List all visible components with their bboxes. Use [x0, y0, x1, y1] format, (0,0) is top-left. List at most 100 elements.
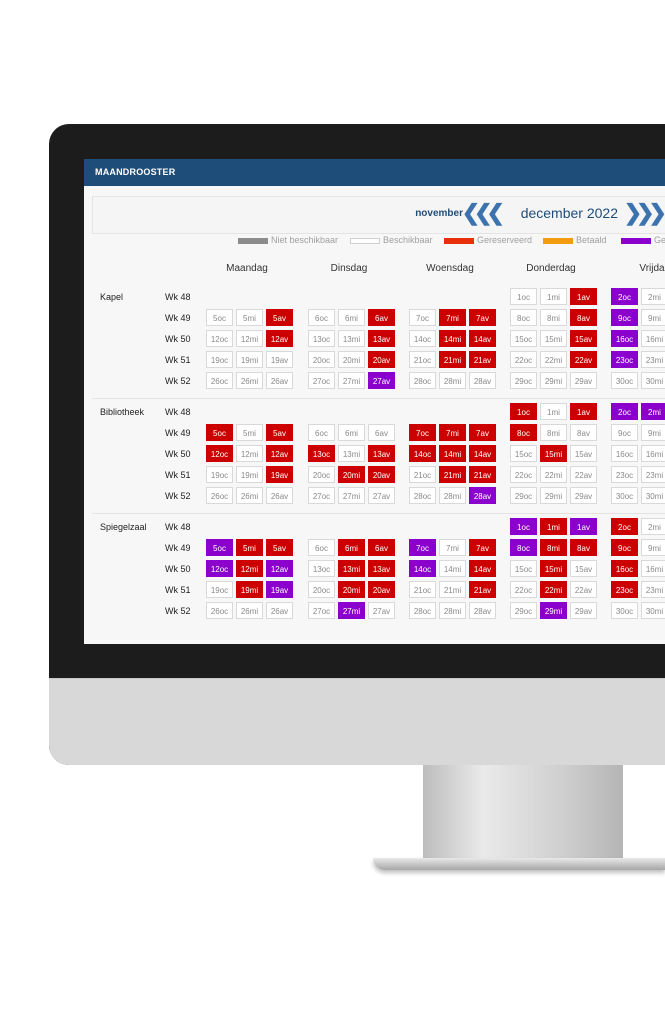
- slot-cell[interactable]: 19oc: [206, 581, 233, 598]
- slot-cell[interactable]: 15oc: [510, 445, 537, 462]
- slot-cell[interactable]: 30mi: [641, 372, 665, 389]
- slot-cell[interactable]: 2oc: [611, 518, 638, 535]
- slot-cell[interactable]: 7av: [469, 424, 496, 441]
- slot-cell[interactable]: 16mi: [641, 445, 665, 462]
- slot-cell[interactable]: 15mi: [540, 560, 567, 577]
- slot-cell[interactable]: 12av: [266, 445, 293, 462]
- slot-cell[interactable]: 15oc: [510, 560, 537, 577]
- slot-cell[interactable]: 20av: [368, 466, 395, 483]
- slot-cell[interactable]: 13oc: [308, 330, 335, 347]
- slot-cell[interactable]: 28oc: [409, 372, 436, 389]
- slot-cell[interactable]: 27mi: [338, 487, 365, 504]
- slot-cell[interactable]: 9oc: [611, 309, 638, 326]
- slot-cell[interactable]: 2mi: [641, 518, 665, 535]
- slot-cell[interactable]: 20oc: [308, 581, 335, 598]
- slot-cell[interactable]: 7oc: [409, 424, 436, 441]
- slot-cell[interactable]: 5mi: [236, 309, 263, 326]
- slot-cell[interactable]: 15av: [570, 445, 597, 462]
- slot-cell[interactable]: 1av: [570, 518, 597, 535]
- slot-cell[interactable]: 21mi: [439, 351, 466, 368]
- slot-cell[interactable]: 8mi: [540, 424, 567, 441]
- slot-cell[interactable]: 19av: [266, 466, 293, 483]
- slot-cell[interactable]: 22mi: [540, 466, 567, 483]
- slot-cell[interactable]: 29oc: [510, 487, 537, 504]
- slot-cell[interactable]: 6oc: [308, 424, 335, 441]
- slot-cell[interactable]: 14av: [469, 560, 496, 577]
- slot-cell[interactable]: 22av: [570, 581, 597, 598]
- slot-cell[interactable]: 26mi: [236, 602, 263, 619]
- slot-cell[interactable]: 29av: [570, 487, 597, 504]
- slot-cell[interactable]: 23mi: [641, 466, 665, 483]
- slot-cell[interactable]: 15oc: [510, 330, 537, 347]
- slot-cell[interactable]: 21mi: [439, 466, 466, 483]
- slot-cell[interactable]: 29av: [570, 372, 597, 389]
- slot-cell[interactable]: 26av: [266, 372, 293, 389]
- slot-cell[interactable]: 7mi: [439, 539, 466, 556]
- slot-cell[interactable]: 27mi: [338, 372, 365, 389]
- slot-cell[interactable]: 19oc: [206, 351, 233, 368]
- slot-cell[interactable]: 23mi: [641, 581, 665, 598]
- slot-cell[interactable]: 7av: [469, 309, 496, 326]
- slot-cell[interactable]: 13av: [368, 445, 395, 462]
- slot-cell[interactable]: 23oc: [611, 351, 638, 368]
- slot-cell[interactable]: 22oc: [510, 351, 537, 368]
- slot-cell[interactable]: 6mi: [338, 424, 365, 441]
- slot-cell[interactable]: 26oc: [206, 602, 233, 619]
- slot-cell[interactable]: 26av: [266, 487, 293, 504]
- slot-cell[interactable]: 13av: [368, 560, 395, 577]
- slot-cell[interactable]: 9mi: [641, 539, 665, 556]
- slot-cell[interactable]: 1av: [570, 288, 597, 305]
- slot-cell[interactable]: 12mi: [236, 330, 263, 347]
- slot-cell[interactable]: 5oc: [206, 309, 233, 326]
- slot-cell[interactable]: 7mi: [439, 309, 466, 326]
- slot-cell[interactable]: 9mi: [641, 309, 665, 326]
- slot-cell[interactable]: 27mi: [338, 602, 365, 619]
- slot-cell[interactable]: 26mi: [236, 487, 263, 504]
- slot-cell[interactable]: 16mi: [641, 560, 665, 577]
- slot-cell[interactable]: 12oc: [206, 560, 233, 577]
- slot-cell[interactable]: 14mi: [439, 445, 466, 462]
- prev-month-link[interactable]: november: [415, 208, 463, 219]
- slot-cell[interactable]: 1mi: [540, 403, 567, 420]
- slot-cell[interactable]: 21oc: [409, 351, 436, 368]
- slot-cell[interactable]: 8oc: [510, 424, 537, 441]
- slot-cell[interactable]: 9oc: [611, 424, 638, 441]
- slot-cell[interactable]: 21mi: [439, 581, 466, 598]
- slot-cell[interactable]: 6av: [368, 309, 395, 326]
- slot-cell[interactable]: 14av: [469, 445, 496, 462]
- slot-cell[interactable]: 7mi: [439, 424, 466, 441]
- slot-cell[interactable]: 5av: [266, 309, 293, 326]
- slot-cell[interactable]: 29mi: [540, 602, 567, 619]
- slot-cell[interactable]: 14mi: [439, 560, 466, 577]
- slot-cell[interactable]: 9oc: [611, 539, 638, 556]
- slot-cell[interactable]: 1oc: [510, 518, 537, 535]
- slot-cell[interactable]: 5mi: [236, 539, 263, 556]
- slot-cell[interactable]: 26av: [266, 602, 293, 619]
- slot-cell[interactable]: 8av: [570, 539, 597, 556]
- slot-cell[interactable]: 15av: [570, 560, 597, 577]
- slot-cell[interactable]: 19oc: [206, 466, 233, 483]
- slot-cell[interactable]: 6av: [368, 539, 395, 556]
- slot-cell[interactable]: 13oc: [308, 445, 335, 462]
- slot-cell[interactable]: 20oc: [308, 466, 335, 483]
- slot-cell[interactable]: 6av: [368, 424, 395, 441]
- slot-cell[interactable]: 16oc: [611, 445, 638, 462]
- slot-cell[interactable]: 28av: [469, 372, 496, 389]
- slot-cell[interactable]: 8oc: [510, 539, 537, 556]
- slot-cell[interactable]: 27oc: [308, 602, 335, 619]
- slot-cell[interactable]: 23mi: [641, 351, 665, 368]
- slot-cell[interactable]: 30oc: [611, 602, 638, 619]
- slot-cell[interactable]: 27av: [368, 487, 395, 504]
- slot-cell[interactable]: 21oc: [409, 581, 436, 598]
- slot-cell[interactable]: 30oc: [611, 372, 638, 389]
- slot-cell[interactable]: 20mi: [338, 466, 365, 483]
- slot-cell[interactable]: 1mi: [540, 288, 567, 305]
- slot-cell[interactable]: 13mi: [338, 445, 365, 462]
- slot-cell[interactable]: 21oc: [409, 466, 436, 483]
- slot-cell[interactable]: 15mi: [540, 330, 567, 347]
- slot-cell[interactable]: 12mi: [236, 560, 263, 577]
- slot-cell[interactable]: 23oc: [611, 581, 638, 598]
- slot-cell[interactable]: 8mi: [540, 309, 567, 326]
- slot-cell[interactable]: 14mi: [439, 330, 466, 347]
- slot-cell[interactable]: 28mi: [439, 372, 466, 389]
